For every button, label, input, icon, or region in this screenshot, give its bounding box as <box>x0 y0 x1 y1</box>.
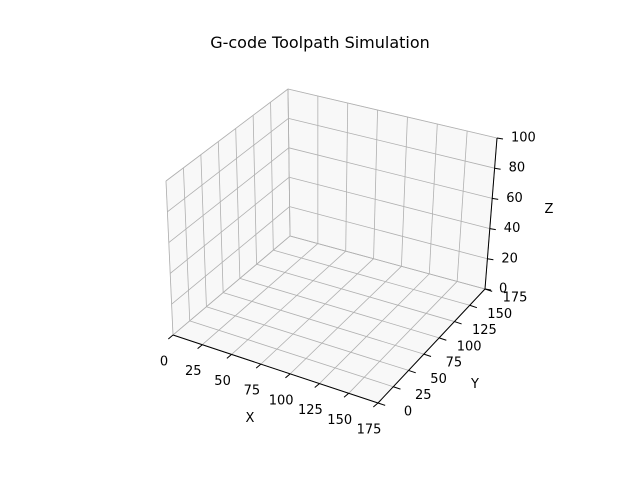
x-tick-label: 150 <box>327 413 352 428</box>
y-gridline-floor <box>223 292 424 355</box>
y-tick-mark <box>438 337 447 341</box>
x-tick-label: 50 <box>214 374 231 389</box>
z-gridline-left <box>165 88 289 182</box>
y-tick-label: 150 <box>487 307 512 322</box>
y-gridline-left <box>287 88 291 237</box>
z-tick-mark <box>484 288 492 291</box>
x-tick-mark <box>314 383 320 388</box>
z-gridline-back <box>289 206 488 260</box>
x-tick-mark <box>197 344 203 350</box>
x-gridline-floor <box>202 243 319 346</box>
z-tick-label: 40 <box>504 221 521 236</box>
y-tick-mark <box>423 353 432 357</box>
z-axis-line <box>484 137 498 290</box>
z-gridline-left <box>171 206 290 305</box>
axes <box>167 137 504 408</box>
y-tick-mark <box>454 321 462 325</box>
y-gridline-left <box>217 141 224 293</box>
x-gridline-back <box>345 102 349 252</box>
y-gridline-floor <box>239 278 440 339</box>
z-axis-label: Z <box>545 202 554 217</box>
y-tick-mark <box>469 304 478 309</box>
x-tick-label: 100 <box>269 393 294 408</box>
y-tick-mark <box>408 369 416 374</box>
z-gridline-back <box>288 118 495 169</box>
x-tick-mark <box>372 402 379 408</box>
y-tick-label: 100 <box>457 339 482 354</box>
y-gridline-left <box>165 180 174 336</box>
z-tick-mark <box>492 197 499 200</box>
x-gridline-floor <box>231 250 346 355</box>
x-gridline-back <box>456 130 468 282</box>
y-gridline-floor <box>256 263 455 322</box>
y-gridline-left <box>235 128 241 279</box>
x-tick-label: 0 <box>160 355 168 370</box>
x-gridline-back <box>428 123 438 274</box>
x-gridline-back <box>373 109 378 259</box>
z-tick-mark <box>487 258 494 261</box>
x-tick-mark <box>343 392 350 398</box>
x-gridline-floor <box>348 281 458 394</box>
z-gridline-left <box>169 176 290 274</box>
z-gridline-left <box>172 235 291 336</box>
y-gridline-floor <box>189 320 394 388</box>
x-tick-mark <box>226 354 232 359</box>
y-tick-mark <box>393 386 401 390</box>
z-gridline-left <box>167 118 289 213</box>
y-gridline-left <box>270 102 274 251</box>
x-tick-mark <box>255 363 262 369</box>
y-axis-label: Y <box>470 377 479 392</box>
y-gridline-floor <box>273 249 470 306</box>
y-tick-label: 175 <box>503 291 528 306</box>
z-tick-label: 100 <box>511 131 536 146</box>
x-axis-label: X <box>246 411 255 426</box>
x-tick-label: 175 <box>357 423 382 438</box>
x-gridline-floor <box>260 258 374 365</box>
tick-labels: 0255075100125150175025507510012515017502… <box>160 131 536 438</box>
z-gridline-back <box>287 88 498 139</box>
z-tick-label: 0 <box>499 282 507 297</box>
x-tick-label: 75 <box>244 384 261 399</box>
chart-title: G-code Toolpath Simulation <box>210 33 430 52</box>
z-tick-mark <box>489 228 496 231</box>
y-gridline-left <box>200 154 207 307</box>
z-tick-mark <box>494 167 501 170</box>
y-tick-label: 50 <box>430 372 447 387</box>
z-tick-label: 20 <box>501 251 518 266</box>
x-tick-mark <box>167 334 174 340</box>
y-gridline-left <box>252 115 257 265</box>
x-gridline-back <box>401 116 408 267</box>
x-tick-label: 25 <box>185 364 202 379</box>
x-axis-line <box>172 334 379 404</box>
y-tick-label: 75 <box>446 356 463 371</box>
z-gridline-back <box>289 235 486 290</box>
y-axis-line <box>377 288 486 404</box>
y-tick-mark <box>377 402 386 406</box>
x-tick-mark <box>285 373 291 379</box>
y-tick-label: 125 <box>472 323 497 338</box>
z-tick-mark <box>496 137 504 140</box>
x-gridline-floor <box>289 265 402 375</box>
y-tick-label: 25 <box>415 388 432 403</box>
z-gridline-back <box>288 147 493 199</box>
x-gridline-floor <box>319 273 430 384</box>
y-gridline-left <box>183 167 191 321</box>
z-tick-label: 60 <box>506 191 523 206</box>
x-tick-label: 125 <box>298 403 323 418</box>
y-tick-label: 0 <box>404 405 412 420</box>
z-gridline-left <box>168 147 290 243</box>
z-gridline-back <box>289 176 490 229</box>
z-tick-label: 80 <box>509 161 526 176</box>
y-gridline-floor <box>206 306 409 371</box>
